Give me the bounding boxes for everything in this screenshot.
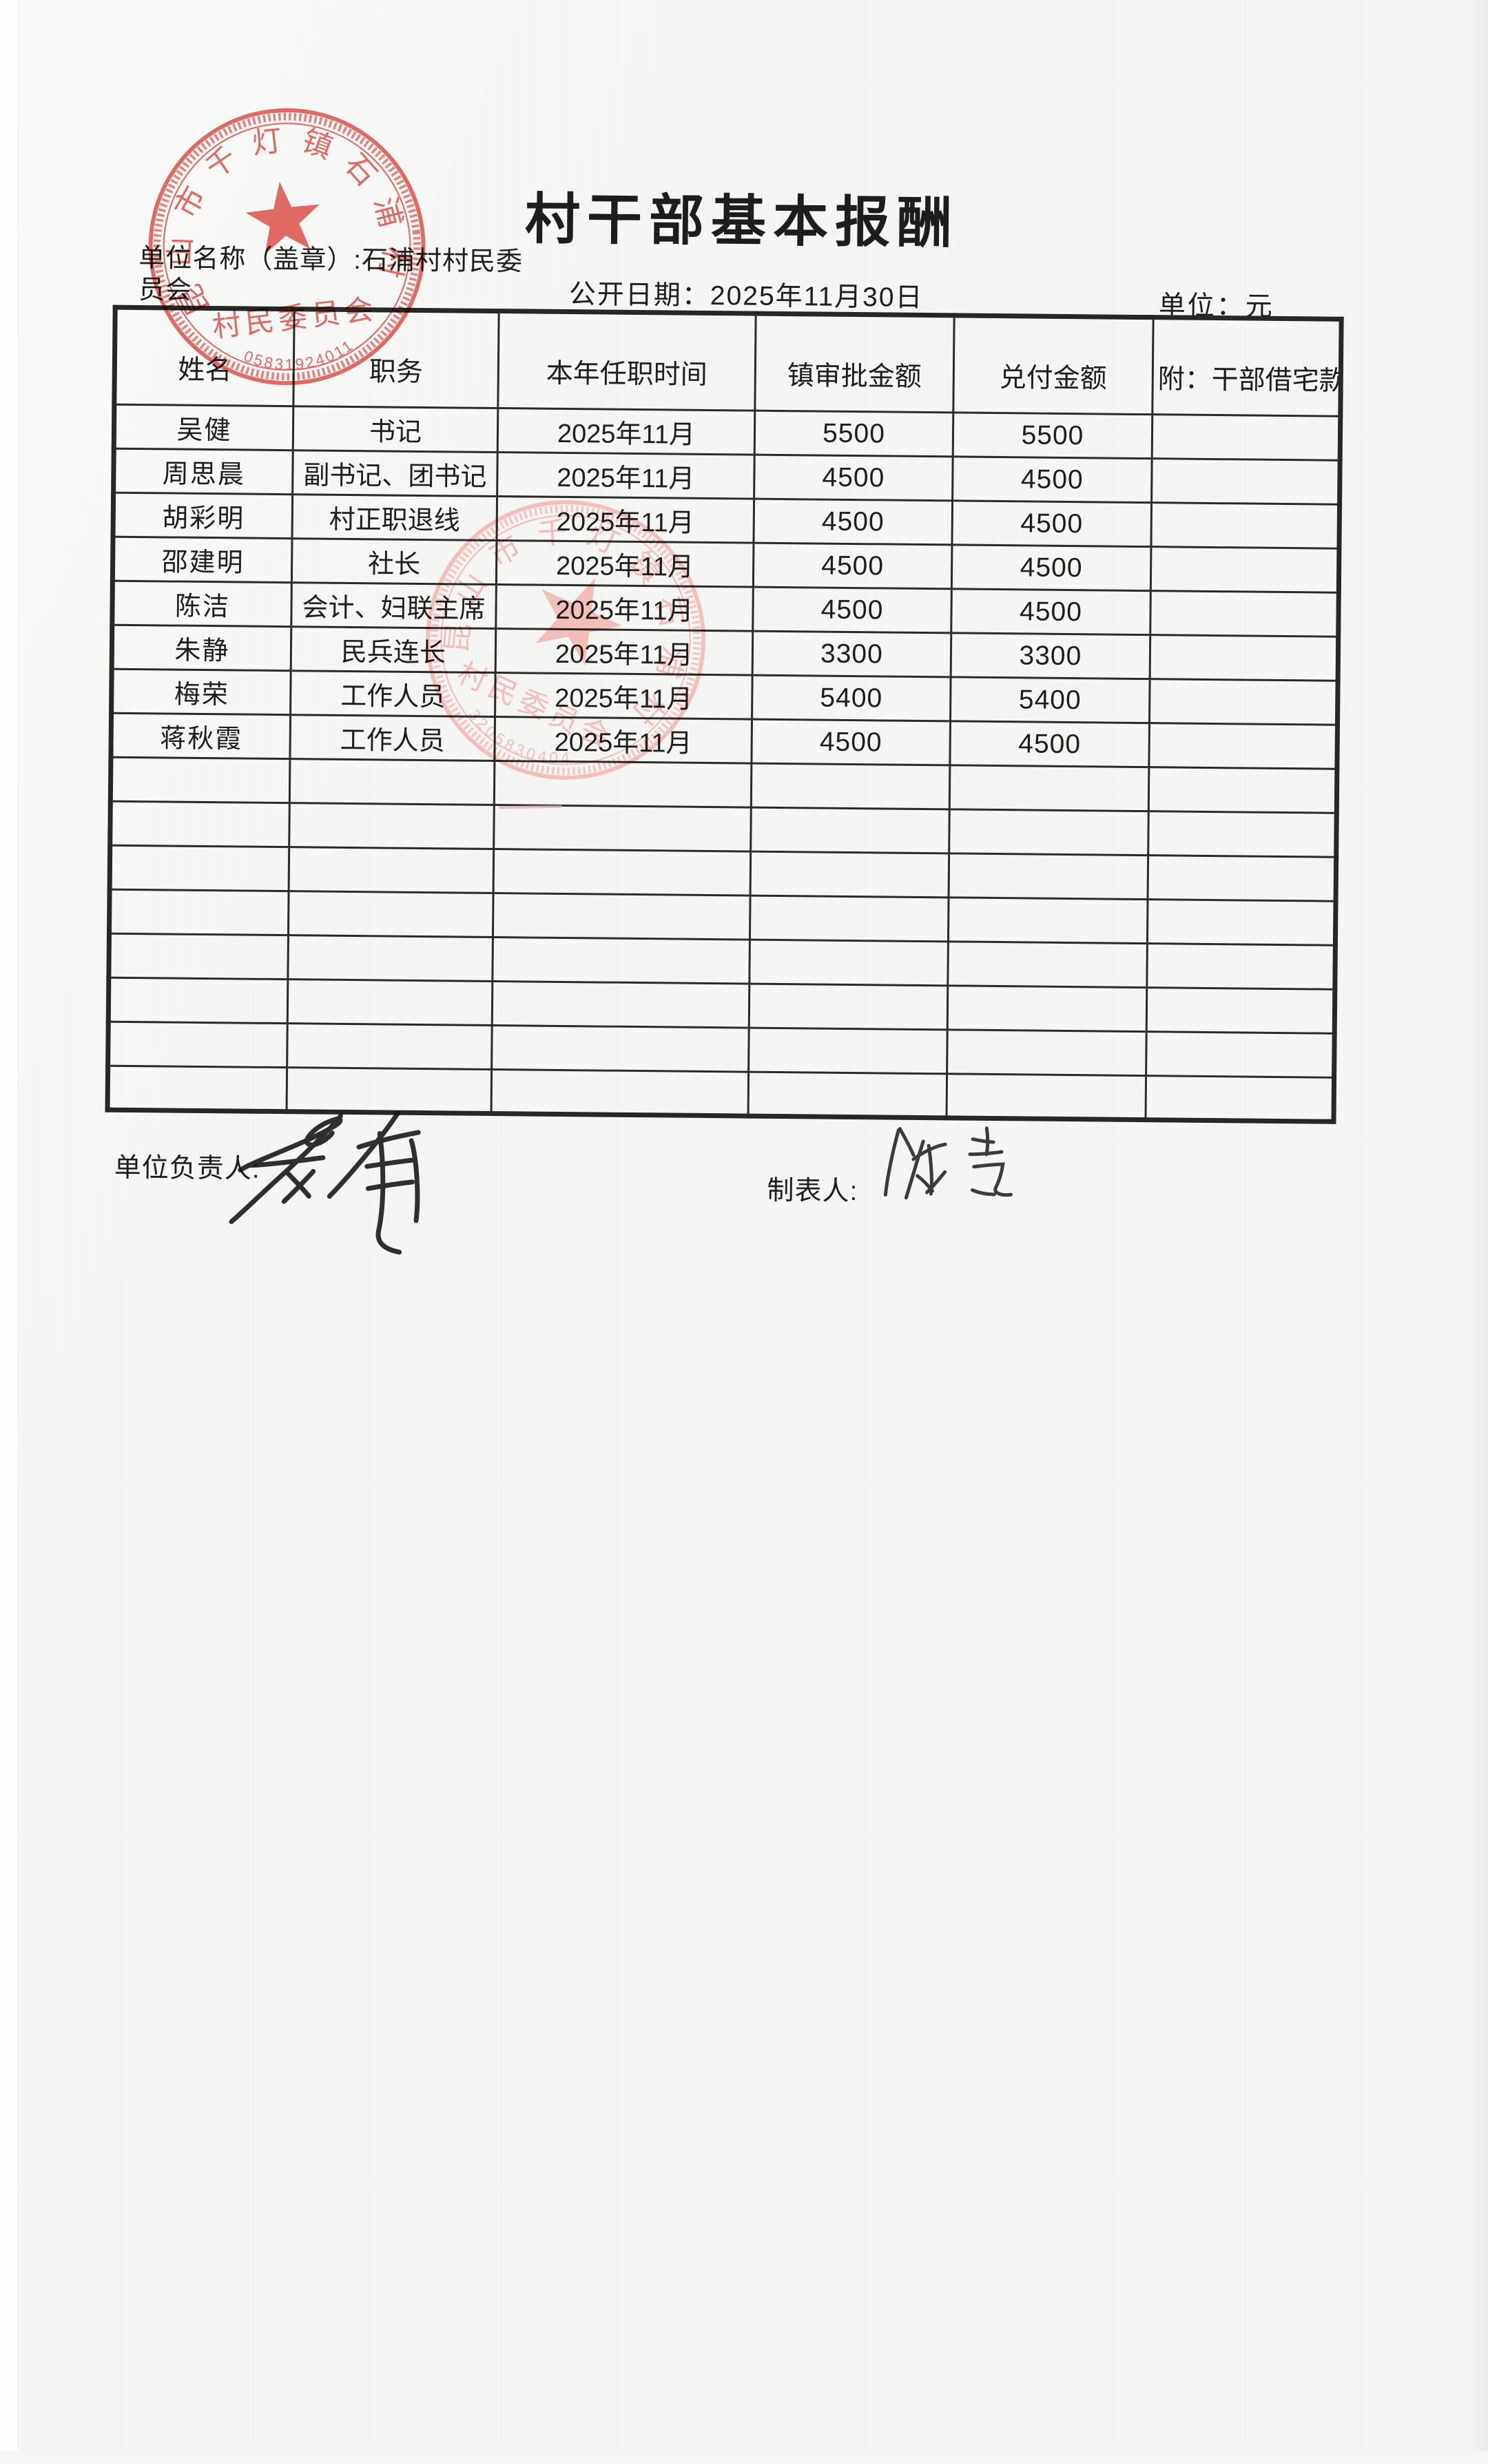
table-cell xyxy=(947,985,1147,1032)
table-cell xyxy=(110,845,289,891)
table-cell xyxy=(749,940,949,986)
table-cell xyxy=(107,1022,288,1068)
table-cell xyxy=(1148,723,1338,769)
salary-table: 姓名 职务 本年任职时间 镇审批金额 兑付金额 附：干部借宅款 吴健 书记 2025年11月 5… xyxy=(105,304,1344,1124)
table-cell xyxy=(1151,458,1341,505)
table-cell xyxy=(748,1028,948,1074)
table-cell xyxy=(491,1025,750,1073)
table-cell: 2025年11月 xyxy=(497,408,755,455)
table-cell: 4500 xyxy=(754,455,953,501)
table-cell: 周思晨 xyxy=(113,448,293,495)
table-cell: 书记 xyxy=(293,406,498,453)
table-cell xyxy=(750,895,949,942)
table-cell xyxy=(1150,502,1340,549)
table-cell xyxy=(1148,767,1337,814)
table-cell: 梅荣 xyxy=(111,669,291,715)
tabulator-signature-handwriting xyxy=(883,1126,1013,1200)
table-cell: 4500 xyxy=(753,499,953,545)
tabulator-label: 制表人: xyxy=(767,1175,858,1207)
seal-line-text: 村民委员会 xyxy=(453,656,619,755)
table-cell xyxy=(946,1073,1146,1120)
table-cell xyxy=(289,758,495,805)
column-header: 附：干部借宅款 xyxy=(1152,317,1342,417)
table-cell: 4500 xyxy=(751,719,951,765)
table-cell xyxy=(1147,899,1336,946)
table-cell xyxy=(108,977,288,1024)
responsible-signature-handwriting xyxy=(229,1110,421,1255)
salary-table-body: 吴健 书记 2025年11月 5500 5500 周思晨 副书记、团书记 2025年11月 45… xyxy=(107,404,1341,1122)
table-cell xyxy=(750,807,950,853)
column-header: 本年任职时间 xyxy=(497,311,756,411)
official-seal-top-icon: 昆山市千灯镇石浦村 村民委员会 05831924011 xyxy=(148,108,426,386)
table-cell xyxy=(948,897,1148,944)
table-cell xyxy=(749,984,948,1030)
table-cell xyxy=(492,937,750,984)
table-cell xyxy=(493,893,751,940)
table-cell xyxy=(1148,811,1337,858)
column-header: 镇审批金额 xyxy=(754,313,955,413)
scanner-edge-shadow-right xyxy=(1469,0,1488,2451)
table-cell xyxy=(493,849,751,896)
table-cell: 4500 xyxy=(753,543,952,589)
table-cell: 5500 xyxy=(754,411,953,457)
table-cell: 4500 xyxy=(752,587,952,633)
table-cell: 吴健 xyxy=(114,404,293,451)
table-cell xyxy=(750,851,949,898)
table-cell xyxy=(949,853,1148,900)
table-cell xyxy=(751,763,950,809)
table-cell xyxy=(1152,414,1341,461)
table-cell xyxy=(1146,943,1336,990)
table-cell: 3300 xyxy=(951,632,1150,679)
table-cell: 蒋秋霞 xyxy=(110,713,291,759)
table-cell xyxy=(747,1072,947,1118)
table-cell xyxy=(108,933,289,980)
table-cell xyxy=(1148,855,1336,902)
scanner-edge-left xyxy=(0,0,19,2451)
seal-line-text: 村民委员会 xyxy=(211,292,380,343)
table-cell: 陈洁 xyxy=(112,581,292,627)
table-cell: 副书记、团书记 xyxy=(292,450,498,497)
table-cell xyxy=(947,941,1148,988)
table-cell xyxy=(491,1069,749,1117)
table-cell: 4500 xyxy=(952,456,1153,503)
table-cell xyxy=(1150,546,1339,593)
column-header: 兑付金额 xyxy=(953,315,1154,415)
table-cell xyxy=(1146,987,1335,1034)
table-cell: 4500 xyxy=(951,544,1151,591)
publish-date-label: 公开日期：2025年11月30日 xyxy=(568,280,924,313)
table-cell xyxy=(1150,634,1339,681)
table-cell: 4500 xyxy=(951,588,1151,635)
table-cell: 3300 xyxy=(752,631,951,677)
table-cell xyxy=(287,1023,493,1070)
table-cell xyxy=(110,801,290,847)
seal-star-icon xyxy=(245,181,320,255)
table-cell xyxy=(110,757,290,803)
table-cell: 朱静 xyxy=(112,625,291,671)
table-cell xyxy=(1150,590,1339,637)
table-cell xyxy=(1149,679,1339,725)
table-cell xyxy=(109,889,289,935)
table-cell xyxy=(287,935,493,982)
table-cell: 5400 xyxy=(950,676,1150,723)
table-cell xyxy=(949,765,1149,811)
seal-star-icon xyxy=(535,578,622,666)
table-cell: 胡彩明 xyxy=(113,493,293,539)
table-cell xyxy=(1146,1031,1335,1078)
table-cell xyxy=(949,809,1149,856)
table-cell xyxy=(288,891,494,938)
table-cell: 5500 xyxy=(953,412,1153,459)
table-cell: 邵建明 xyxy=(112,537,293,583)
table-cell: 4500 xyxy=(949,721,1150,767)
table-cell xyxy=(947,1029,1147,1076)
table-cell xyxy=(492,981,750,1028)
table-cell: 5400 xyxy=(752,675,951,721)
table-cell xyxy=(1145,1075,1334,1122)
table-cell xyxy=(289,803,495,849)
table-cell xyxy=(289,847,494,893)
table-cell: 4500 xyxy=(951,500,1152,547)
table-cell xyxy=(287,979,493,1026)
